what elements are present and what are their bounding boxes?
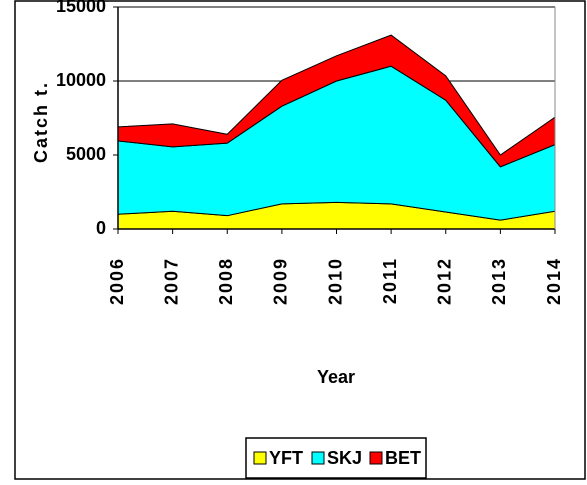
y-tick-label: 5000: [66, 144, 106, 164]
legend-box: [245, 437, 427, 479]
x-tick-label: 2013: [489, 257, 509, 305]
x-tick-label: 2006: [107, 257, 127, 305]
y-axis-title: Catch t.: [31, 81, 51, 163]
x-tick-label: 2009: [271, 257, 291, 305]
y-tick-label: 0: [96, 218, 106, 238]
legend-label: YFT: [269, 448, 303, 468]
y-tick-label: 10000: [56, 70, 106, 90]
x-tick-label: 2010: [325, 257, 345, 305]
x-tick-label: 2011: [380, 257, 400, 304]
legend-label: SKJ: [327, 448, 362, 468]
x-tick-label: 2008: [216, 257, 236, 305]
x-tick-label: 2014: [544, 257, 564, 305]
frame: [14, 0, 586, 480]
legend-swatch: [369, 451, 383, 465]
legend-swatch: [311, 451, 325, 465]
x-tick-label: 2012: [435, 257, 455, 305]
y-tick-label: 15000: [56, 0, 106, 16]
x-tick-label: 2007: [161, 257, 181, 305]
legend-label: BET: [385, 448, 421, 468]
legend-swatch: [253, 451, 267, 465]
x-axis-title: Year: [317, 367, 355, 387]
